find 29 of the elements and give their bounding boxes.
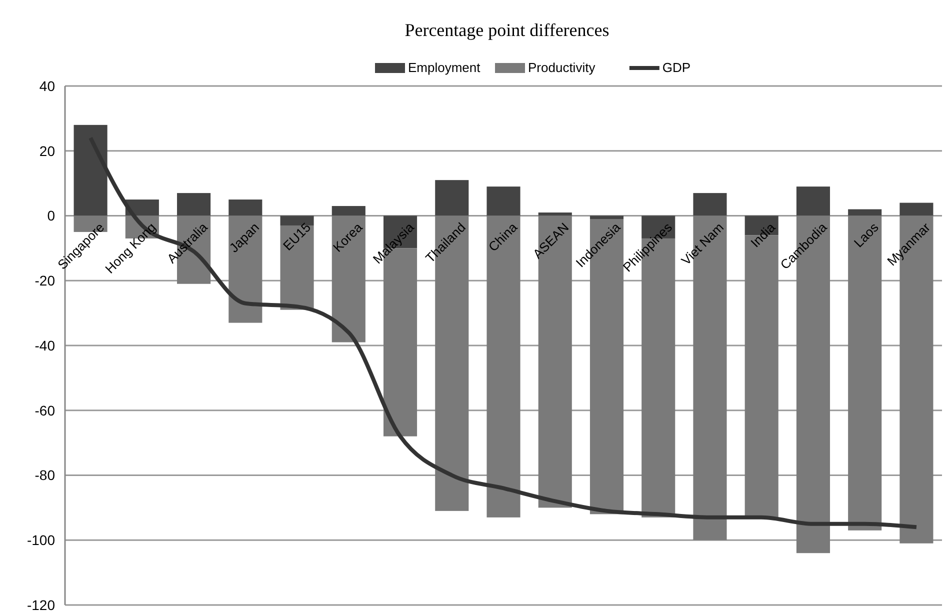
bar — [848, 209, 882, 216]
bar — [332, 216, 366, 342]
y-tick-label: -80 — [34, 467, 56, 484]
legend-label: Employment — [408, 60, 481, 75]
legend-label: Productivity — [528, 60, 596, 75]
bar — [435, 180, 469, 216]
y-tick-label: 0 — [47, 208, 56, 224]
chart-title: Percentage point differences — [404, 20, 610, 40]
bar — [228, 216, 262, 323]
bar — [590, 216, 624, 219]
bar — [74, 124, 108, 216]
y-tick-label: -40 — [34, 337, 56, 354]
bar — [900, 202, 934, 216]
bar — [796, 186, 830, 216]
y-tick-label: 40 — [39, 78, 56, 94]
y-tick-label: -20 — [34, 272, 56, 289]
legend-label: GDP — [662, 60, 691, 75]
y-tick-label: -60 — [34, 402, 56, 418]
bar — [848, 216, 882, 530]
bar — [177, 193, 211, 216]
y-tick-label: 20 — [39, 142, 56, 159]
bar — [486, 186, 520, 216]
bar — [332, 206, 366, 216]
y-tick-label: -120 — [26, 596, 56, 613]
bar — [228, 200, 262, 216]
bar — [538, 212, 572, 216]
y-tick-label: -100 — [26, 532, 56, 548]
bar — [486, 216, 520, 518]
bar — [693, 193, 727, 216]
